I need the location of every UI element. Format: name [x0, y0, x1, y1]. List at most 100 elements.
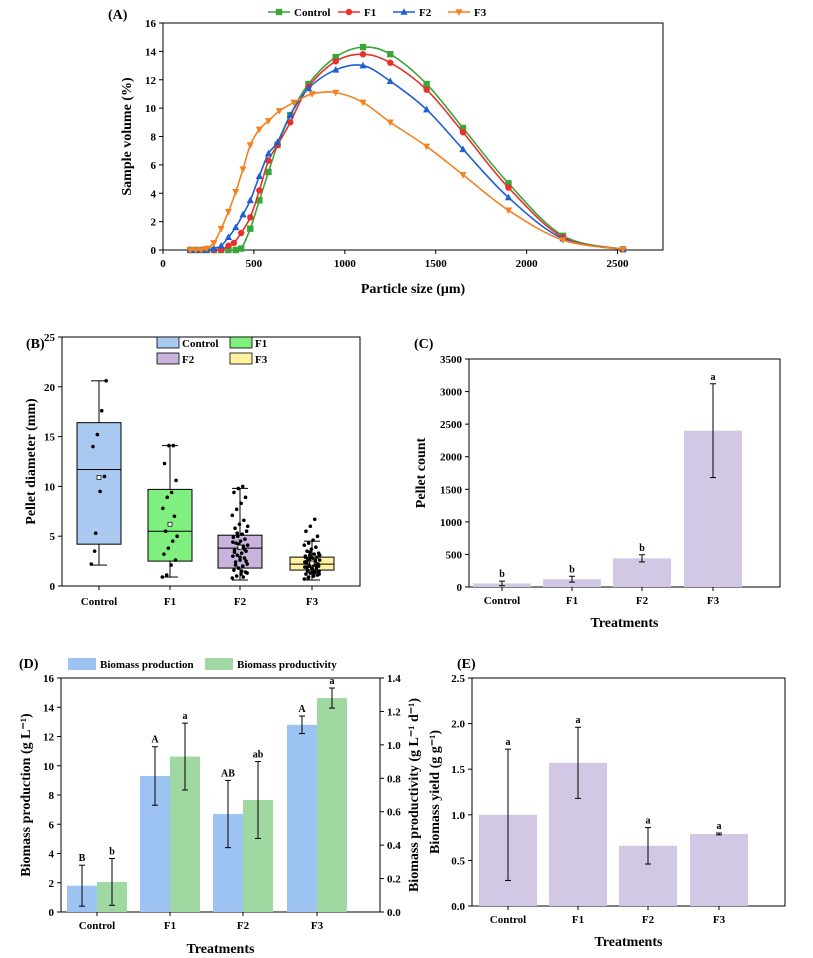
data-point	[332, 58, 339, 65]
data-point	[224, 208, 233, 216]
data-point	[423, 80, 430, 88]
data-point	[186, 247, 194, 254]
data-point	[386, 77, 394, 84]
significance-letter: a	[330, 676, 335, 687]
y-left-tick-label: 16	[43, 673, 55, 685]
data-point	[459, 129, 467, 136]
y-tick-label: 3500	[440, 354, 463, 366]
x-tick-label: F1	[164, 596, 176, 608]
data-point	[505, 180, 512, 187]
data-point	[359, 51, 367, 58]
data-point	[232, 246, 239, 254]
data-point	[290, 99, 298, 107]
box-point	[308, 553, 312, 557]
box-point	[316, 570, 320, 574]
box-mean	[167, 521, 173, 527]
x-tick-label: F2	[642, 914, 655, 926]
legend-swatch	[229, 352, 253, 365]
box-f1	[147, 443, 193, 579]
data-point	[224, 233, 233, 241]
box-point	[174, 478, 178, 483]
box-point	[230, 576, 235, 580]
data-point	[230, 239, 238, 247]
data-point	[455, 9, 463, 16]
x-axis-title: Particle size (μm)	[361, 282, 466, 297]
legend-swatch	[205, 658, 233, 670]
data-point	[275, 108, 283, 115]
series-line-f3	[190, 91, 624, 251]
y-tick-label: 500	[446, 549, 463, 561]
box-point	[308, 524, 313, 529]
data-point	[256, 187, 263, 194]
series-line-f1	[190, 53, 624, 252]
data-point	[239, 166, 247, 173]
data-point	[559, 237, 567, 244]
data-point	[265, 157, 272, 164]
data-point	[387, 51, 394, 58]
box-iqr	[76, 422, 122, 545]
data-point	[423, 143, 431, 151]
plot-frame	[61, 336, 361, 587]
box-point	[230, 513, 235, 518]
box-point	[169, 490, 174, 495]
panel-label: (E)	[457, 657, 476, 672]
data-point	[345, 8, 353, 16]
y-tick-label: 10	[44, 481, 56, 493]
x-tick-label: Control	[484, 595, 520, 607]
y-tick-label: 0	[50, 581, 56, 593]
data-point	[386, 119, 394, 127]
box-point	[232, 550, 237, 554]
box-f3	[289, 517, 335, 581]
y-axis-title-right: Biomass productivity (g L⁻¹ d⁻¹)	[407, 698, 422, 892]
y-tick-label: 0.5	[451, 855, 465, 867]
panel-a-line-chart: 0 500 1000 1500 2000 2500 0 2 4 6 8 10 12 14 16 (A) Part…	[108, 7, 664, 297]
significance-letter: a	[576, 715, 581, 726]
box-point	[102, 474, 107, 479]
data-point	[255, 172, 263, 180]
box-point	[240, 564, 245, 568]
box-point	[310, 556, 315, 560]
box-point	[304, 565, 309, 569]
y-tick-label: 16	[145, 18, 157, 30]
panel-label: (A)	[108, 8, 128, 23]
data-point	[256, 197, 263, 204]
x-tick-label: F1	[572, 914, 584, 926]
legend-label: Control	[294, 7, 330, 19]
box-point	[316, 564, 321, 568]
box-point	[93, 531, 98, 536]
y-axis-title-left: Biomass production (g L⁻¹)	[19, 713, 34, 877]
box-point	[233, 560, 238, 564]
data-point	[287, 119, 294, 126]
panel-c-bar-chart: 0 500 1000 1500 2000 2500 3000 3500 (C) Pellet co…	[414, 337, 781, 631]
box-point	[91, 444, 95, 449]
significance-letter: B	[79, 853, 86, 864]
y-tick-label: 2000	[440, 452, 463, 464]
y-left-tick-label: 10	[43, 761, 55, 773]
box-point	[232, 490, 236, 495]
panel-d-bar-chart: 0 2 4 6 8 10 12 14 16 0.0 0.2 0.4 0.6 0.8 1.0 1.2 1.4 (D)…	[19, 657, 422, 957]
box-point	[312, 552, 317, 556]
y-tick-label: 1500	[440, 484, 463, 496]
significance-letter: a	[506, 737, 511, 748]
y-tick-label: 2	[151, 217, 157, 229]
box-mean	[309, 560, 315, 566]
box-point	[92, 549, 97, 553]
box-point	[234, 507, 239, 512]
y-tick-label: 2.0	[451, 719, 465, 731]
data-point	[359, 43, 367, 51]
box-point	[173, 558, 178, 562]
x-tick-label: 500	[246, 258, 263, 270]
box-point	[235, 553, 240, 557]
data-point	[459, 172, 467, 179]
data-point	[332, 53, 339, 61]
box-point	[234, 574, 239, 578]
box-point	[162, 461, 167, 466]
significance-letter: A	[151, 735, 159, 746]
box-point	[162, 552, 166, 556]
box-point	[308, 550, 312, 554]
data-point	[459, 124, 467, 132]
data-point	[225, 246, 232, 254]
box-point	[234, 541, 238, 545]
box-control	[76, 379, 122, 566]
data-point	[273, 138, 282, 145]
